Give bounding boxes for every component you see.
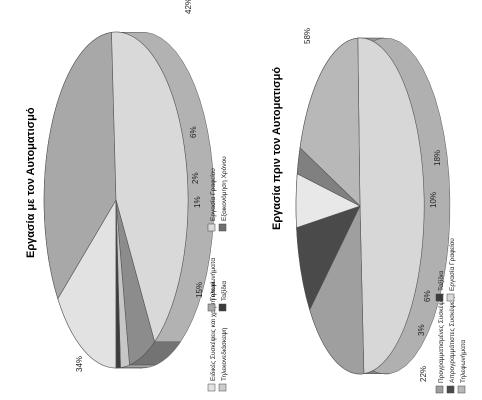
data-label: 22% — [419, 366, 428, 382]
legend-swatch — [218, 383, 227, 392]
pie-slice — [299, 37, 361, 207]
legend-label: Εξοικονόμηση Χρόνου — [220, 156, 228, 221]
data-label: 18% — [433, 150, 442, 166]
data-labels: 58% 18% 10% 6% 3% 22% — [303, 28, 442, 382]
legend-label: Ταξίδια — [220, 281, 228, 301]
legend-swatch — [218, 223, 227, 232]
legend-label: Τηλεφωνήματα — [210, 258, 217, 301]
legend-swatch — [446, 293, 455, 302]
pie-slice — [296, 205, 361, 311]
pie-slice — [357, 37, 425, 375]
legend-swatch — [435, 293, 444, 302]
legend-swatch — [218, 303, 227, 312]
pie-slice — [115, 199, 121, 369]
data-label: 1% — [193, 196, 202, 208]
data-label: 42% — [184, 0, 193, 14]
data-label: 2% — [191, 172, 200, 184]
pie-before-automation — [295, 37, 451, 375]
legend-swatch — [435, 385, 444, 394]
legend-label: Ειδικές Συσκέψεις και χρήση email — [209, 281, 217, 381]
pie-slice — [57, 198, 117, 369]
data-label: 10% — [429, 192, 438, 208]
legend-label: Τηλεκονεδιάσκεψη — [220, 327, 228, 381]
data-label: 6% — [189, 126, 198, 138]
legend-label: Τηλεφωνήματα — [460, 340, 467, 383]
data-label: 6% — [423, 290, 432, 302]
pie-slice — [111, 31, 189, 343]
pie-with-automation — [43, 31, 215, 369]
chart-title: Εργασία με τον Αυτοματισμό — [25, 107, 37, 258]
data-labels: 15% 34% 42% 6% 2% 1% — [75, 0, 204, 372]
data-label: 34% — [75, 356, 84, 372]
legend-label: Εργασία Γραφείου — [209, 168, 217, 221]
legend-label: Προγραμματισμένες Συσκέψεις — [437, 293, 445, 383]
chart-title: Εργασία πριν τον Αυτοματισμό — [271, 67, 283, 230]
legend-swatch — [207, 223, 216, 232]
pie-slice — [43, 31, 117, 300]
legend-label: Απρογραμμάτιστες Συσκέψεις — [448, 297, 456, 383]
pie-slice — [309, 205, 365, 375]
legend: Ειδικές Συσκέψεις και χρήση email Τηλεκον… — [207, 156, 228, 392]
legend-label: Εργασία Γραφείου — [448, 238, 456, 291]
chart-before-automation: Εργασία πριν τον Αυτοματισμό Προγραμματι… — [271, 28, 467, 394]
legend-label: Ταξίδια — [437, 271, 445, 291]
data-label: 58% — [303, 28, 312, 44]
legend-swatch — [207, 303, 216, 312]
chart-with-automation: Εργασία με τον Αυτοματισμό Ειδικές Συσκέ… — [25, 0, 228, 392]
legend: Προγραμματισμένες Συσκέψεις Απρογραμμάτισ… — [435, 238, 467, 394]
data-label: 3% — [417, 324, 426, 336]
legend-swatch — [446, 385, 455, 394]
legend-swatch — [457, 385, 466, 394]
data-label: 15% — [195, 282, 204, 298]
legend-swatch — [207, 383, 216, 392]
